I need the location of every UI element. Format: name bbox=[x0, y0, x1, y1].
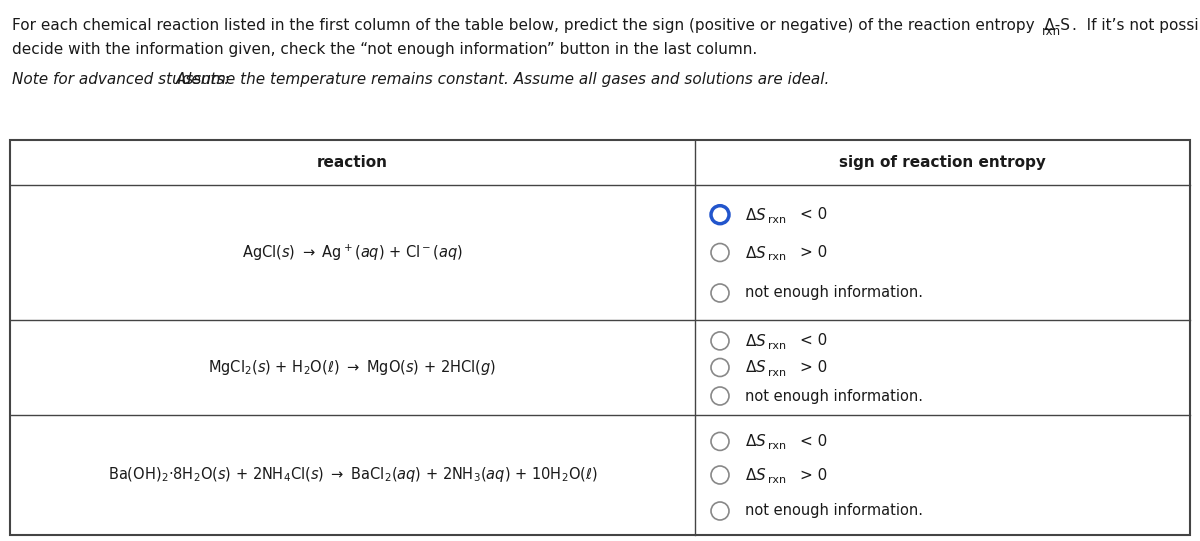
Text: < 0: < 0 bbox=[800, 207, 827, 222]
Text: > 0: > 0 bbox=[800, 245, 827, 260]
Text: rxn: rxn bbox=[768, 253, 786, 262]
Text: $\Delta S$: $\Delta S$ bbox=[745, 433, 767, 450]
Text: rxn: rxn bbox=[768, 367, 786, 378]
Text: > 0: > 0 bbox=[800, 467, 827, 483]
Text: not enough information.: not enough information. bbox=[745, 504, 923, 518]
Text: $\Delta S$: $\Delta S$ bbox=[745, 467, 767, 483]
Text: decide with the information given, check the “not enough information” button in : decide with the information given, check… bbox=[12, 42, 757, 57]
Text: $\Delta S$: $\Delta S$ bbox=[745, 360, 767, 375]
Text: For each chemical reaction listed in the first column of the table below, predic: For each chemical reaction listed in the… bbox=[12, 18, 1070, 33]
Text: $\Delta S$: $\Delta S$ bbox=[745, 333, 767, 349]
Text: $\Delta S$: $\Delta S$ bbox=[745, 245, 767, 261]
Text: not enough information.: not enough information. bbox=[745, 388, 923, 404]
Text: MgCl$_2$$(s)$ + H$_2$O$(ℓ)$ $\rightarrow$ MgO$(s)$ + 2HCl$(g)$: MgCl$_2$$(s)$ + H$_2$O$(ℓ)$ $\rightarrow… bbox=[209, 358, 497, 377]
Text: rxn: rxn bbox=[768, 341, 786, 351]
Text: $\Delta S$: $\Delta S$ bbox=[745, 207, 767, 223]
Text: > 0: > 0 bbox=[800, 360, 827, 375]
Text: Ba(OH)$_2$·8H$_2$O$(s)$ + 2NH$_4$Cl$(s)$ $\rightarrow$ BaCl$_2$$(aq)$ + 2NH$_3$$: Ba(OH)$_2$·8H$_2$O$(s)$ + 2NH$_4$Cl$(s)$… bbox=[108, 465, 598, 485]
Bar bbox=[10, 140, 1190, 535]
Text: sign of reaction entropy: sign of reaction entropy bbox=[839, 155, 1046, 170]
Text: Assume the temperature remains constant. Assume all gases and solutions are idea: Assume the temperature remains constant.… bbox=[176, 72, 830, 87]
Text: rxn: rxn bbox=[1042, 25, 1061, 38]
Text: not enough information.: not enough information. bbox=[745, 286, 923, 300]
Text: reaction: reaction bbox=[317, 155, 388, 170]
Text: < 0: < 0 bbox=[800, 434, 827, 449]
Text: rxn: rxn bbox=[768, 441, 786, 451]
Text: AgCl$(s)$ $\rightarrow$ Ag$^+$$(aq)$ + Cl$^-$$(aq)$: AgCl$(s)$ $\rightarrow$ Ag$^+$$(aq)$ + C… bbox=[242, 242, 463, 262]
Text: rxn: rxn bbox=[768, 215, 786, 225]
Text: rxn: rxn bbox=[768, 475, 786, 485]
Text: Note for advanced students:: Note for advanced students: bbox=[12, 72, 234, 87]
Text: < 0: < 0 bbox=[800, 333, 827, 348]
Text: .  If it’s not possible to: . If it’s not possible to bbox=[1072, 18, 1200, 33]
